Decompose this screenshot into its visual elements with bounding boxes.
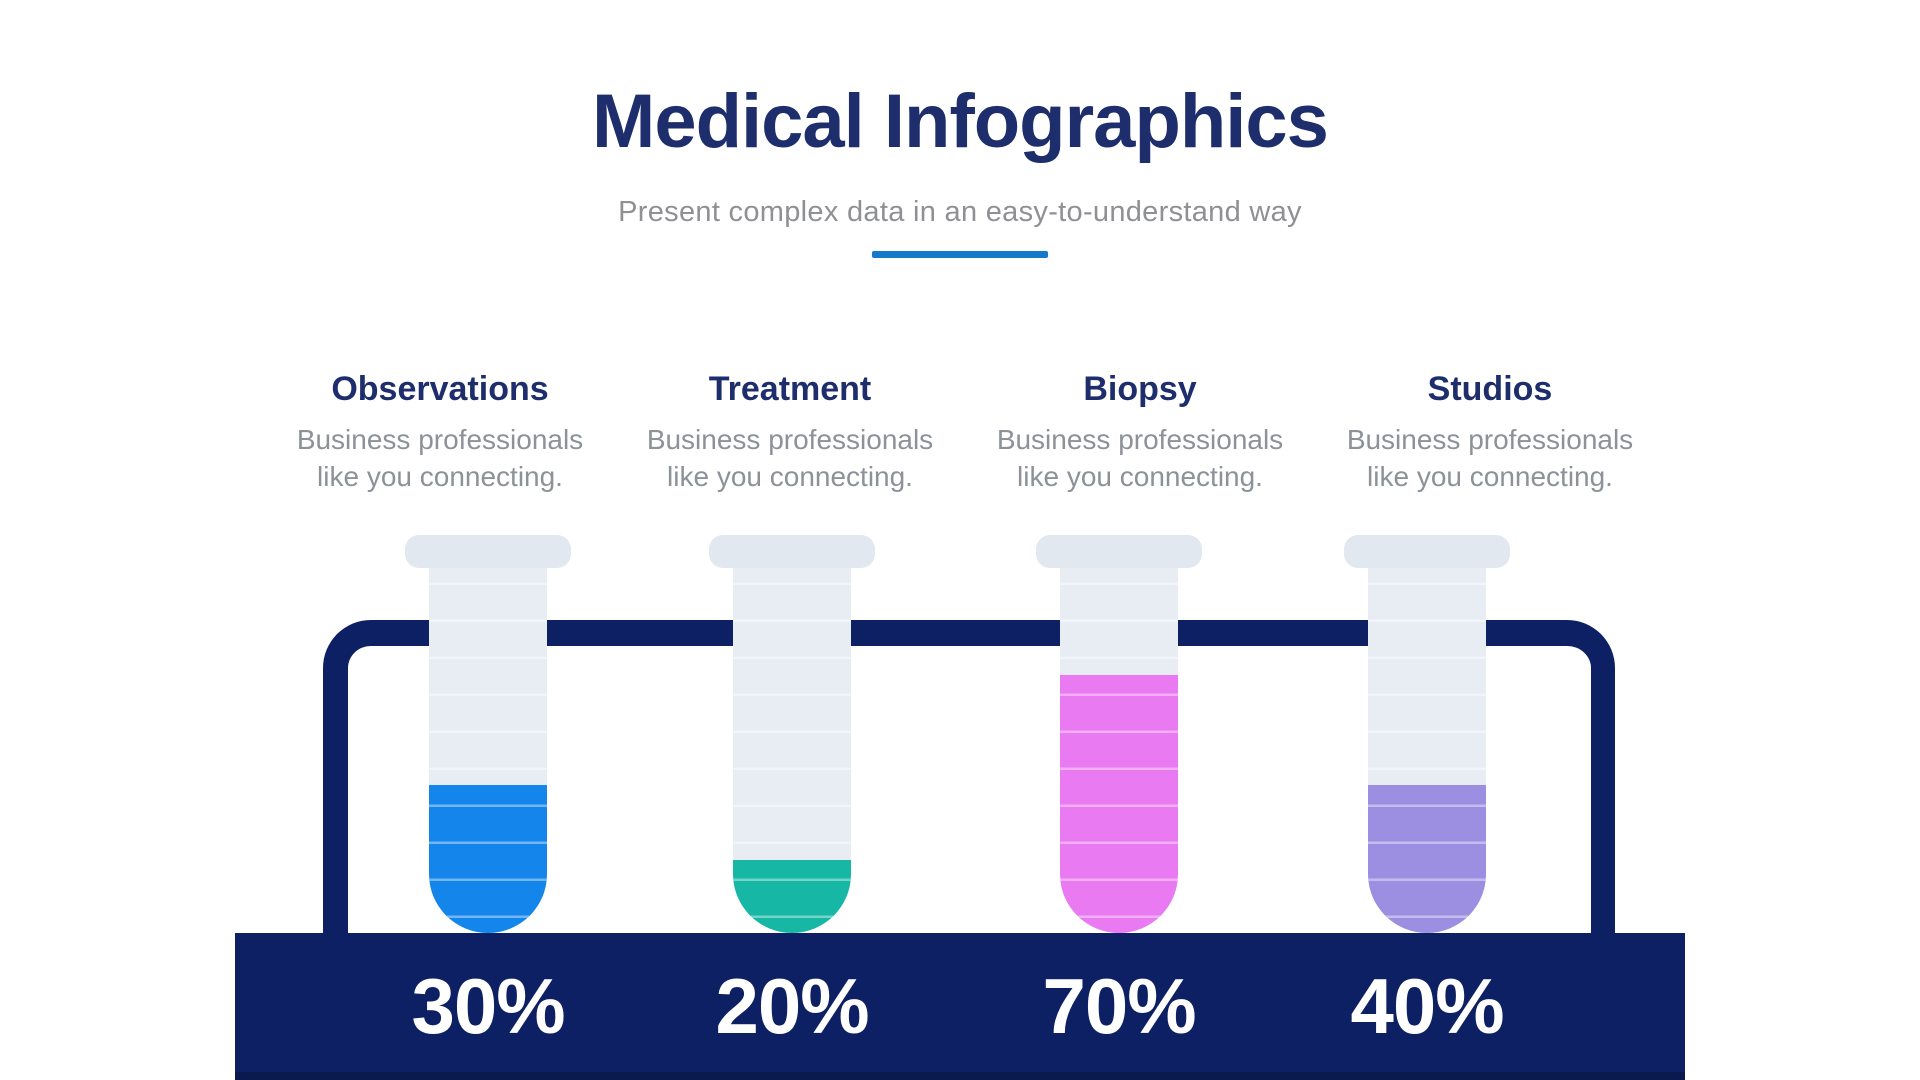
title-underline-accent xyxy=(872,251,1048,258)
description-line: like you connecting. xyxy=(317,461,563,492)
tube-body xyxy=(1368,548,1486,933)
description-line: like you connecting. xyxy=(1017,461,1263,492)
tube-cap xyxy=(405,535,571,568)
tube-cap xyxy=(1344,535,1510,568)
column-description: Business professionals like you connecti… xyxy=(1310,421,1670,495)
description-line: Business professionals xyxy=(1346,424,1634,455)
description-line: Business professionals xyxy=(296,424,584,455)
tube-fill xyxy=(429,785,547,933)
column-title: Biopsy xyxy=(1083,370,1197,408)
tube-cap xyxy=(709,535,875,568)
description-line: Business professionals xyxy=(996,424,1284,455)
column-header-studios: Studios Business professionals like you … xyxy=(1310,370,1670,495)
percent-label-studios: 40% xyxy=(1350,962,1504,1050)
tube-fill xyxy=(1060,675,1178,933)
column-header-biopsy: Biopsy Business professionals like you c… xyxy=(960,370,1320,495)
test-tube-rack-base xyxy=(235,933,1685,1080)
description-line: like you connecting. xyxy=(667,461,913,492)
description-line: Business professionals xyxy=(646,424,934,455)
column-title: Observations xyxy=(331,370,549,408)
tube-fill xyxy=(733,860,851,933)
tube-body xyxy=(1060,548,1178,933)
column-description: Business professionals like you connecti… xyxy=(260,421,620,495)
tube-body xyxy=(429,548,547,933)
column-header-treatment: Treatment Business professionals like yo… xyxy=(610,370,970,495)
tube-body xyxy=(733,548,851,933)
column-description: Business professionals like you connecti… xyxy=(960,421,1320,495)
percent-label-biopsy: 70% xyxy=(1042,962,1196,1050)
page-title: Medical Infographics xyxy=(592,79,1329,164)
description-line: like you connecting. xyxy=(1367,461,1613,492)
tube-cap xyxy=(1036,535,1202,568)
column-description: Business professionals like you connecti… xyxy=(610,421,970,495)
tube-fill xyxy=(1368,785,1486,933)
column-title: Studios xyxy=(1427,370,1553,408)
percent-label-observations: 30% xyxy=(411,962,565,1050)
percent-label-treatment: 20% xyxy=(715,962,869,1050)
page-subtitle: Present complex data in an easy-to-under… xyxy=(618,196,1302,228)
column-header-observations: Observations Business professionals like… xyxy=(260,370,620,495)
column-title: Treatment xyxy=(708,370,872,408)
